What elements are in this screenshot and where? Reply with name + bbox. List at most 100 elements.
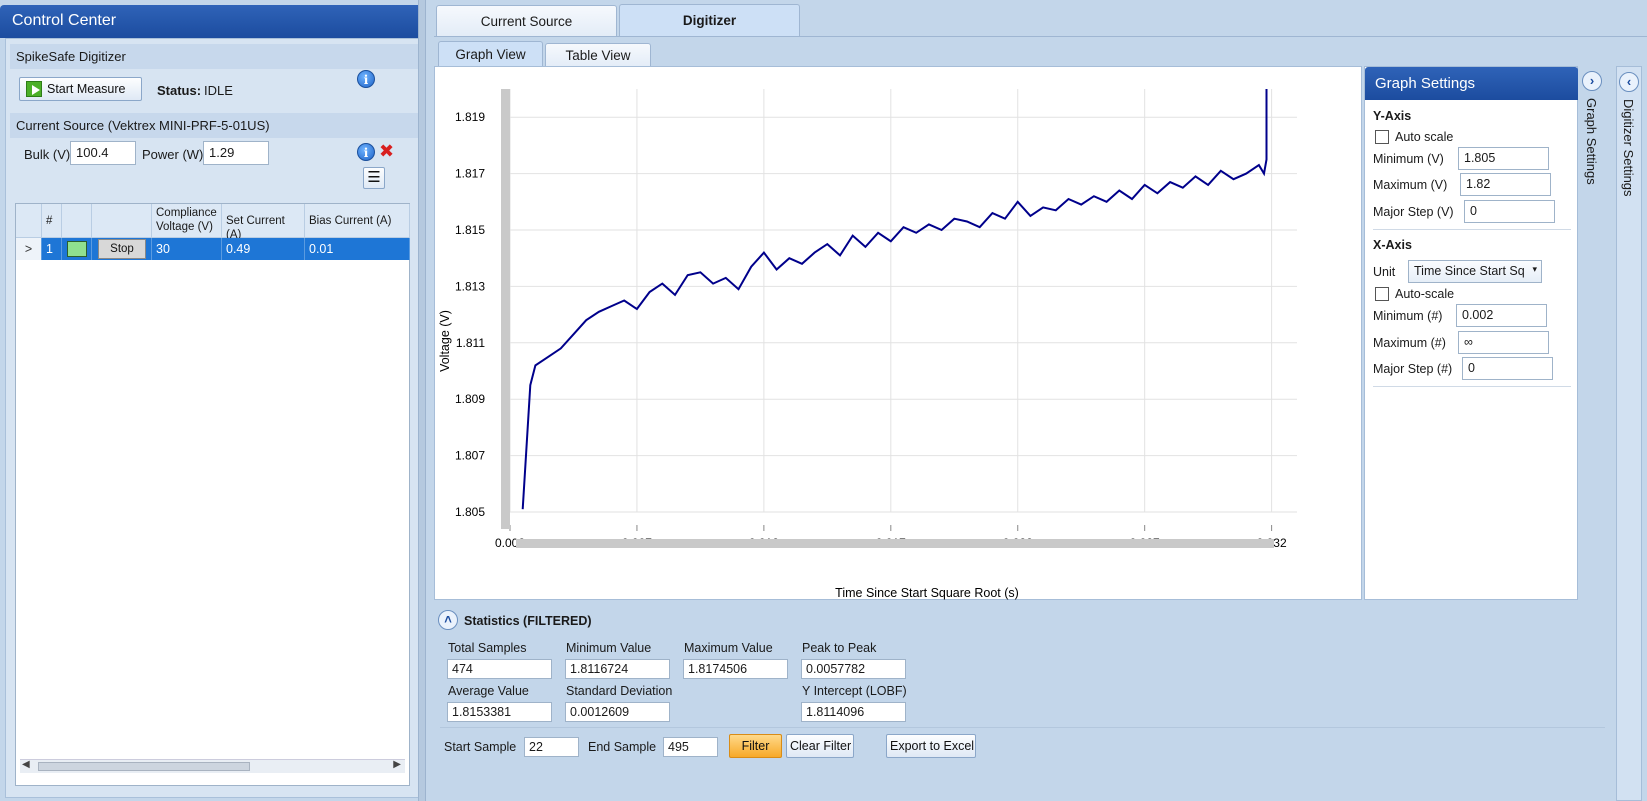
control-center-title: Control Center [0, 5, 426, 38]
divider [1373, 229, 1571, 230]
x-unit-select[interactable]: Time Since Start Sq ▾ [1408, 260, 1542, 283]
total-samples-field[interactable]: 474 [447, 659, 552, 679]
statistics-title: Statistics (FILTERED) [464, 614, 592, 628]
y-intercept-label: Y Intercept (LOBF) [802, 684, 907, 698]
export-to-excel-button[interactable]: Export to Excel [886, 734, 976, 758]
y-tick-label: 1.805 [455, 505, 485, 519]
status-value: IDLE [204, 83, 233, 98]
y-minimum-field[interactable]: 1.805 [1458, 147, 1549, 170]
y-major-step-field[interactable]: 0 [1464, 200, 1555, 223]
y-major-step-label: Major Step (V) [1373, 205, 1454, 219]
filter-button[interactable]: Filter [729, 734, 782, 758]
panel-splitter[interactable] [418, 0, 426, 801]
y-tick-label: 1.819 [455, 110, 485, 124]
x-minimum-label: Minimum (#) [1373, 309, 1443, 323]
grid-header-bias-current: Bias Current (A) [305, 204, 410, 238]
menu-icon[interactable]: ☰ [363, 167, 385, 189]
scrollbar-thumb[interactable] [38, 762, 250, 771]
start-sample-field[interactable]: 22 [524, 737, 579, 757]
chevron-left-icon[interactable]: ‹ [1619, 72, 1639, 92]
chevron-right-icon[interactable]: › [1582, 71, 1602, 91]
start-sample-label: Start Sample [444, 740, 517, 754]
y-auto-scale-checkbox[interactable] [1375, 130, 1389, 144]
y-intercept-field[interactable]: 1.8114096 [801, 702, 906, 722]
graph-settings-side-tab[interactable]: › Graph Settings [1579, 66, 1605, 600]
row-compliance-voltage[interactable]: 30 [152, 238, 222, 260]
horizontal-scrollbar[interactable]: ◀ ▶ [20, 759, 405, 773]
start-measure-label: Start Measure [47, 82, 126, 96]
graph-settings-side-label: Graph Settings [1584, 98, 1599, 185]
graph-settings-panel: Graph Settings Y-Axis Auto scale Minimum… [1364, 66, 1578, 600]
row-set-current[interactable]: 0.49 [222, 238, 305, 260]
tab-graph-view[interactable]: Graph View [438, 41, 543, 67]
grid-header-set-current: Set Current (A) [222, 204, 305, 241]
status-label: Status: [157, 83, 202, 98]
peak-to-peak-label: Peak to Peak [802, 641, 877, 655]
std-dev-field[interactable]: 0.0012609 [565, 702, 670, 722]
row-color-swatch[interactable] [67, 241, 87, 257]
chart-horizontal-scrollbar[interactable] [516, 539, 1274, 548]
x-maximum-label: Maximum (#) [1373, 336, 1446, 350]
current-source-section-header: Current Source (Vektrex MINI-PRF-5-01US) [10, 113, 418, 138]
grid-header-expander [16, 204, 42, 238]
info-icon[interactable]: i [357, 70, 375, 88]
stop-button[interactable]: Stop [98, 239, 146, 259]
peak-to-peak-field[interactable]: 0.0057782 [801, 659, 906, 679]
y-tick-label: 1.813 [455, 279, 485, 293]
bulk-voltage-field[interactable]: 100.4 [70, 141, 136, 165]
y-tick-label: 1.809 [455, 392, 485, 406]
tab-digitizer[interactable]: Digitizer [619, 4, 800, 37]
scroll-left-icon[interactable]: ◀ [22, 759, 30, 770]
minimum-value-field[interactable]: 1.8116724 [565, 659, 670, 679]
scroll-right-icon[interactable]: ▶ [393, 759, 401, 770]
maximum-value-label: Maximum Value [684, 641, 773, 655]
y-tick-label: 1.807 [455, 449, 485, 463]
x-axis-label: Time Since Start Square Root (s) [835, 586, 1019, 600]
chevron-down-icon: ▾ [1532, 264, 1537, 274]
chart-vertical-scrollbar[interactable] [501, 89, 510, 529]
x-auto-scale-label: Auto-scale [1395, 287, 1455, 301]
power-field[interactable]: 1.29 [203, 141, 269, 165]
average-value-field[interactable]: 1.8153381 [447, 702, 552, 722]
play-icon [26, 81, 42, 97]
voltage-chart: 1.805 1.807 1.809 1.811 1.813 1.815 1.817 1.819… [434, 66, 1362, 600]
x-minimum-field[interactable]: 0.002 [1456, 304, 1547, 327]
y-maximum-field[interactable]: 1.82 [1460, 173, 1551, 196]
close-icon[interactable]: ✖ [379, 141, 395, 162]
power-label: Power (W) [142, 147, 204, 162]
row-color-cell [62, 238, 92, 260]
y-tick-label: 1.817 [455, 167, 485, 181]
row-bias-current[interactable]: 0.01 [305, 238, 410, 260]
current-source-grid: # Compliance Voltage (V) Set Current (A)… [15, 203, 410, 786]
divider [440, 727, 1605, 728]
y-tick-label: 1.811 [456, 336, 485, 350]
start-measure-button[interactable]: Start Measure [19, 77, 142, 101]
x-auto-scale-checkbox[interactable] [1375, 287, 1389, 301]
average-value-label: Average Value [448, 684, 529, 698]
y-maximum-label: Maximum (V) [1373, 178, 1448, 192]
y-axis-heading: Y-Axis [1373, 109, 1412, 123]
grid-header-index: # [42, 204, 62, 238]
row-expander[interactable]: > [16, 238, 42, 260]
bulk-label: Bulk (V) [24, 147, 71, 162]
digitizer-settings-side-tab[interactable]: ‹ Digitizer Settings [1616, 66, 1642, 801]
y-tick-label: 1.815 [455, 223, 485, 237]
divider [1373, 386, 1571, 387]
graph-settings-title: Graph Settings [1365, 67, 1578, 100]
x-major-step-label: Major Step (#) [1373, 362, 1453, 376]
end-sample-field[interactable]: 495 [663, 737, 718, 757]
tab-table-view[interactable]: Table View [545, 43, 651, 67]
digitizer-section-header: SpikeSafe Digitizer [10, 44, 418, 69]
chevron-up-icon[interactable]: ˄ [438, 610, 458, 630]
x-major-step-field[interactable]: 0 [1462, 357, 1553, 380]
maximum-value-field[interactable]: 1.8174506 [683, 659, 788, 679]
x-unit-value: Time Since Start Sq [1414, 264, 1525, 278]
grid-header-color [62, 204, 92, 238]
digitizer-settings-side-label: Digitizer Settings [1621, 99, 1636, 197]
x-unit-label: Unit [1373, 265, 1396, 279]
info-icon[interactable]: i [357, 143, 375, 161]
tab-current-source[interactable]: Current Source [436, 5, 617, 36]
x-maximum-field[interactable]: ∞ [1458, 331, 1549, 354]
grid-header-compliance-voltage: Compliance Voltage (V) [152, 204, 222, 238]
clear-filter-button[interactable]: Clear Filter [786, 734, 854, 758]
